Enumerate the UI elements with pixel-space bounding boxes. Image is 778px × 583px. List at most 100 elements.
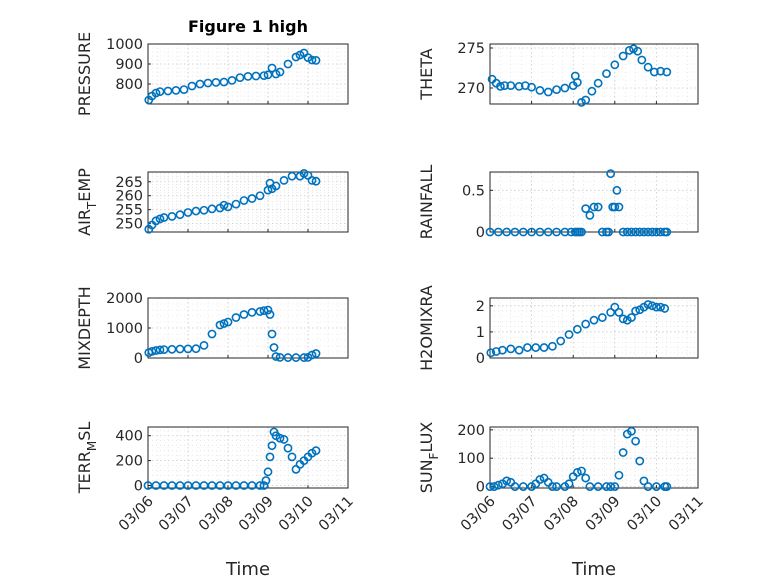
data-point xyxy=(610,482,620,491)
plot-area-sun_flux xyxy=(489,426,699,489)
data-point xyxy=(633,46,643,56)
data-point xyxy=(564,330,574,339)
y-tick-label: 1 xyxy=(476,325,485,341)
data-point xyxy=(155,214,165,224)
data-point xyxy=(247,307,257,317)
data-point xyxy=(502,227,512,237)
data-point xyxy=(261,476,271,485)
data-point xyxy=(263,70,273,80)
data-point xyxy=(552,227,561,237)
data-point xyxy=(307,55,317,65)
data-point xyxy=(597,313,607,322)
data-point xyxy=(267,63,277,73)
data-point xyxy=(543,227,553,237)
data-point xyxy=(311,446,321,456)
y-axis-label: H2OMIXRA xyxy=(417,285,436,371)
x-tick-label: 03/09 xyxy=(583,494,624,535)
data-point xyxy=(279,435,289,444)
data-point xyxy=(199,205,209,215)
data-point xyxy=(506,344,516,354)
data-point xyxy=(560,83,570,93)
data-point xyxy=(167,481,177,490)
data-point xyxy=(502,476,512,486)
data-point xyxy=(247,194,257,203)
data-point xyxy=(159,481,169,490)
data-point xyxy=(510,227,520,237)
data-point xyxy=(614,202,624,212)
data-point xyxy=(589,202,599,212)
data-point xyxy=(614,470,624,480)
data-point xyxy=(635,456,645,466)
subplot-rainfall: 0 0.5 RAINFALL xyxy=(417,165,699,241)
data-point xyxy=(239,196,249,205)
data-point xyxy=(639,227,649,237)
data-point xyxy=(143,481,153,490)
data-point xyxy=(643,62,653,72)
data-point xyxy=(500,81,509,90)
data-point xyxy=(311,176,321,186)
data-point xyxy=(643,482,653,491)
data-point xyxy=(267,329,277,339)
data-point xyxy=(652,227,661,237)
data-point xyxy=(187,81,197,91)
y-tick-label: 0 xyxy=(476,351,485,367)
data-point xyxy=(556,336,566,346)
data-point xyxy=(495,82,505,91)
data-point xyxy=(307,350,317,360)
data-point xyxy=(215,481,225,490)
data-point xyxy=(643,227,653,237)
y-axis-label: RAINFALL xyxy=(417,165,436,240)
data-point xyxy=(593,202,603,212)
y-axis-label: THETA xyxy=(417,48,436,100)
data-point xyxy=(614,307,624,317)
data-point xyxy=(279,175,289,185)
data-point xyxy=(656,66,665,76)
y-tick-label: 275 xyxy=(457,41,485,57)
data-point xyxy=(606,482,616,491)
data-point xyxy=(287,452,297,462)
y-tick-label: 200 xyxy=(115,454,143,470)
data-point xyxy=(548,341,557,351)
data-point xyxy=(597,227,607,237)
data-point xyxy=(199,481,209,490)
subplot-sun_flux: 0 100 200 SUNFLUX 03/06 03/07 03/08 03/09 03/10 0… xyxy=(417,422,707,580)
data-point xyxy=(660,304,670,313)
y-axis-label: SUNFLUX xyxy=(417,422,441,494)
data-point xyxy=(215,320,225,330)
data-point xyxy=(610,202,620,212)
y-tick-label: 100 xyxy=(457,451,485,467)
data-point xyxy=(283,443,293,453)
data-point xyxy=(523,343,532,352)
data-point xyxy=(155,345,165,355)
x-tick-label: 03/11 xyxy=(316,494,357,535)
data-point xyxy=(195,79,205,89)
data-point xyxy=(581,473,591,483)
data-point xyxy=(175,210,185,220)
y-tick-label: 1000 xyxy=(106,37,143,53)
data-point xyxy=(552,85,561,94)
data-point xyxy=(548,482,557,491)
data-point xyxy=(151,481,161,490)
data-point xyxy=(175,481,185,490)
data-point xyxy=(647,301,657,311)
data-point xyxy=(271,181,281,191)
y-tick-label: 800 xyxy=(115,77,143,93)
data-point xyxy=(652,302,661,312)
data-point xyxy=(151,88,161,98)
data-point xyxy=(631,227,640,237)
data-point xyxy=(572,78,582,87)
data-point xyxy=(159,345,169,354)
data-point xyxy=(618,51,628,61)
data-point xyxy=(219,200,229,210)
data-point xyxy=(635,227,645,237)
data-point xyxy=(649,67,659,77)
subplot-terr_msl: 0 200 400 TERRMSL 03/06 03/07 03/08 03/09 03/10 0… xyxy=(75,422,357,580)
data-point xyxy=(656,227,665,237)
data-point xyxy=(307,175,317,185)
axes-box xyxy=(489,43,699,105)
data-point xyxy=(175,344,185,354)
data-point xyxy=(191,481,201,490)
data-point xyxy=(627,426,636,436)
